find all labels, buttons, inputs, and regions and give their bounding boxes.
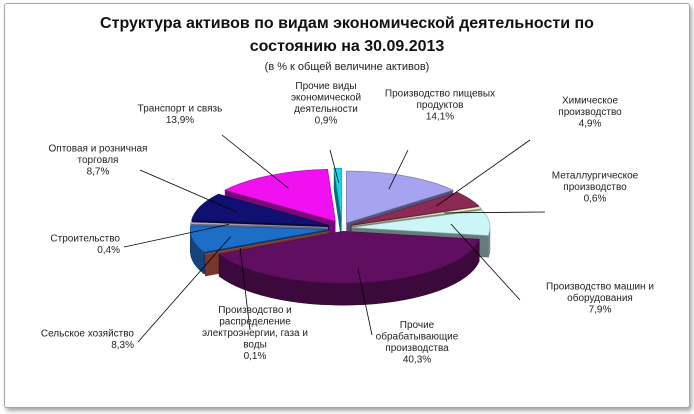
- leader-line: [221, 134, 289, 189]
- slice-label: Транспорт и связь 13,9%: [138, 103, 223, 126]
- slice-label-line: Производство машин и: [546, 282, 654, 293]
- pie-slice: [190, 222, 329, 228]
- slice-label-line: оборудования: [567, 292, 633, 304]
- slice-percent: 0,9%: [315, 115, 338, 126]
- slice-label-line: Прочие: [400, 320, 435, 331]
- slice-label-line: Производство и: [218, 305, 292, 316]
- pie-slice: [204, 231, 330, 255]
- slice-percent: 0,6%: [584, 194, 607, 205]
- slice-label-line: Производство пищевых: [385, 89, 495, 100]
- leader-line: [139, 169, 237, 213]
- leader-line: [388, 149, 409, 190]
- slice-label-line: Строительство: [50, 233, 120, 244]
- slice-label-line: распределение: [219, 317, 291, 328]
- pie-slice: [351, 206, 483, 227]
- slice-label: Производство машин и оборудования 7,9%: [546, 282, 654, 316]
- slice-label: Оптовая и розничная торговля 8,7%: [49, 144, 148, 178]
- slice-label-line: воды: [243, 340, 267, 351]
- slice-percent: 8,3%: [111, 340, 134, 351]
- slice-label-line: производство: [563, 182, 627, 193]
- slice-label: Химическое производство 4,9%: [558, 96, 622, 130]
- pie-slice: [218, 230, 480, 284]
- slice-label: Сельское хозяйство 8,3%: [41, 328, 135, 351]
- slice-percent: 0,1%: [244, 351, 267, 362]
- slice-label-line: производство: [558, 107, 622, 118]
- slice-label-line: деятельности: [294, 104, 358, 115]
- slice-label: Прочие обрабатывающие производства 40,3%: [376, 320, 459, 366]
- pie-slice-edge: [333, 168, 342, 243]
- slice-label-line: производства: [385, 343, 449, 354]
- chart-title-line1: Структура активов по видам экономической…: [100, 15, 594, 32]
- slice-label-line: Сельское хозяйство: [41, 328, 135, 339]
- slice-label-line: электроэнергии, газа и: [202, 328, 308, 339]
- pie-slice: [189, 225, 329, 253]
- leader-line: [329, 149, 340, 183]
- slice-percent: 40,3%: [403, 354, 431, 365]
- chart-title-line2: состоянию на 30.09.2013: [249, 38, 445, 55]
- slice-label-line: Транспорт и связь: [138, 103, 223, 114]
- slice-label-line: обрабатывающие: [376, 330, 459, 342]
- pie-slice: [333, 168, 342, 221]
- slice-label: Строительство 0,4%: [50, 233, 120, 256]
- slice-label-line: Оптовая и розничная: [49, 144, 148, 155]
- slice-label-line: Химическое: [562, 96, 619, 107]
- slice-label: Прочие виды экономической деятельности 0,9%: [291, 81, 361, 127]
- pie-slice: [350, 191, 480, 226]
- slice-label-line: продуктов: [417, 100, 464, 111]
- slice-label-line: торговля: [78, 155, 119, 166]
- pie-slice: [345, 170, 454, 224]
- pie-slice: [224, 168, 336, 222]
- slice-label-line: Металлургическое: [552, 171, 639, 182]
- leader-line: [450, 223, 521, 301]
- slice-percent: 7,9%: [589, 305, 612, 316]
- chart-subtitle: (в % к общей величине активов): [264, 61, 430, 73]
- pie-slice: [191, 193, 330, 226]
- slice-percent: 4,9%: [579, 119, 602, 130]
- leader-line: [436, 139, 531, 207]
- leader-line: [137, 236, 231, 343]
- leader-line: [239, 247, 251, 331]
- slice-percent: 0,4%: [97, 245, 120, 256]
- slice-percent: 14,1%: [426, 112, 454, 123]
- slice-percent: 13,9%: [166, 115, 194, 126]
- slice-label: Производство и распределение электроэнерги…: [202, 305, 308, 362]
- slice-percent: 8,7%: [87, 167, 110, 178]
- slice-label: Металлургическое производство 0,6%: [552, 171, 639, 205]
- leader-line: [123, 223, 230, 248]
- leader-line: [444, 211, 546, 214]
- slice-label-line: Прочие виды: [295, 81, 356, 92]
- leader-line: [357, 268, 373, 336]
- slice-label-line: экономической: [291, 92, 361, 103]
- slice-label: Производство пищевых продуктов 14,1%: [385, 89, 495, 123]
